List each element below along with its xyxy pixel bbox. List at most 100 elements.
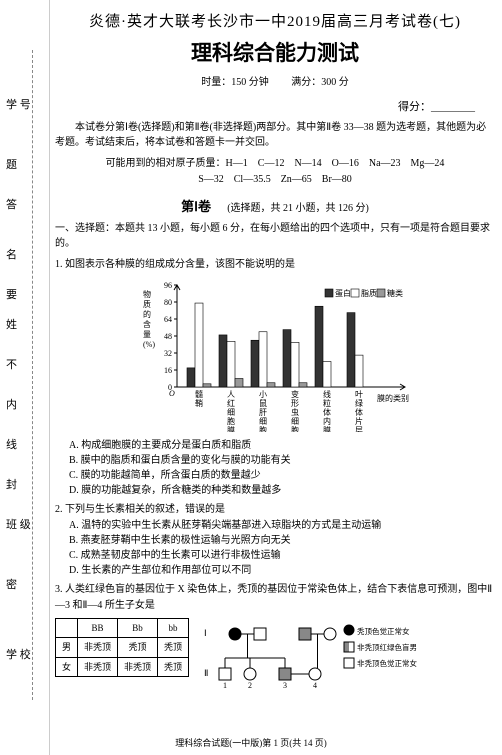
q1-option-d: D. 膜的功能越复杂，所含糖类的种类和数量越多	[55, 483, 495, 498]
svg-text:形: 形	[291, 399, 299, 408]
svg-text:(%): (%)	[143, 340, 155, 349]
instructions: 本试卷分第Ⅰ卷(选择题)和第Ⅱ卷(非选择题)两部分。其中第Ⅱ卷 33—38 题为…	[55, 120, 495, 150]
q3-text: 3. 人类红绿色盲的基因位于 X 染色体上，秃顶的基因位于常染色体上，结合下表信…	[55, 582, 495, 614]
margin-label: 封	[6, 480, 17, 491]
margin-label: 密	[6, 580, 17, 591]
svg-text:膜: 膜	[323, 425, 331, 432]
svg-text:膜的类别: 膜的类别	[377, 393, 409, 403]
q1-text: 1. 如图表示各种膜的组成成分含量，该图不能说明的是	[55, 257, 495, 273]
margin-label: 不	[6, 360, 17, 371]
margin-label: 答	[6, 200, 17, 211]
margin-label: 内	[6, 400, 17, 411]
q2-text: 2. 下列与生长素相关的叙述，错误的是	[55, 502, 495, 518]
margin-label: 姓	[6, 320, 17, 331]
svg-text:叶: 叶	[355, 390, 363, 399]
svg-text:肝: 肝	[259, 408, 267, 417]
svg-text:Ⅰ: Ⅰ	[204, 628, 207, 638]
left-margin: 学 号题答名要姓不内线封班 级密学 校	[0, 0, 50, 755]
atomic-prefix: 可能用到的相对原子质量：	[106, 158, 226, 169]
svg-text:髓: 髓	[195, 389, 203, 399]
question-3: 3. 人类红绿色盲的基因位于 X 染色体上，秃顶的基因位于常染色体上，结合下表信…	[55, 582, 495, 688]
time-label: 时量：150 分钟	[201, 77, 269, 88]
q1-option-a: A. 构成细胞膜的主要成分是蛋白质和脂质	[55, 438, 495, 453]
svg-text:粒: 粒	[323, 398, 331, 408]
atomic-masses: 可能用到的相对原子质量：H—1 C—12 N—14 O—16 Na—23 Mg—…	[55, 156, 495, 188]
svg-text:体: 体	[323, 407, 331, 417]
sealing-line	[32, 50, 33, 700]
margin-label: 题	[6, 160, 17, 171]
svg-text:非秃顶色觉正常女: 非秃顶色觉正常女	[357, 658, 417, 668]
q2-option-d: D. 生长素的产生部位和作用部位可以不同	[55, 563, 495, 578]
margin-label: 线	[6, 440, 17, 451]
svg-text:细: 细	[291, 416, 299, 426]
section-sub: (选择题，共 21 小题，共 126 分)	[227, 203, 369, 214]
svg-text:红: 红	[227, 398, 235, 408]
margin-label: 学 校	[6, 650, 31, 661]
svg-text:线: 线	[323, 389, 331, 399]
section-part: 第Ⅰ卷	[181, 199, 211, 214]
page-footer: 理科综合试题(一中版)第 1 页(共 14 页)	[0, 736, 502, 749]
atomic-line1: H—1 C—12 N—14 O—16 Na—23 Mg—24	[226, 158, 445, 169]
q2-option-c: C. 成熟茎韧皮部中的生长素可以进行非极性运输	[55, 548, 495, 563]
svg-text:虫: 虫	[291, 407, 299, 417]
q2-option-a: A. 温特的实验中生长素从胚芽鞘尖端基部进入琼脂块的方式是主动运输	[55, 518, 495, 533]
svg-text:胞: 胞	[227, 416, 235, 426]
question-group-header: 一、选择题：本题共 13 小题，每小题 6 分，在每小题给出的四个选项中，只有一…	[55, 221, 495, 251]
svg-text:物: 物	[143, 289, 151, 299]
svg-text:小: 小	[259, 390, 267, 399]
svg-text:48: 48	[164, 332, 172, 341]
svg-text:Ⅱ: Ⅱ	[204, 668, 208, 678]
question-1: 1. 如图表示各种膜的组成成分含量，该图不能说明的是 物质的含量(%)01632…	[55, 257, 495, 498]
page-content: 炎德·英才大联考长沙市一中2019届高三月考试卷(七) 理科综合能力测试 时量：…	[55, 10, 495, 692]
svg-text:鼠: 鼠	[259, 399, 267, 408]
q2-option-b: B. 燕麦胚芽鞘中生长素的极性运输与光照方向无关	[55, 533, 495, 548]
svg-text:膜: 膜	[227, 425, 235, 432]
svg-text:胞: 胞	[291, 425, 299, 432]
svg-text:胞: 胞	[259, 425, 267, 432]
svg-text:糖类: 糖类	[387, 288, 403, 298]
section-title: 第Ⅰ卷 (选择题，共 21 小题，共 126 分)	[55, 196, 495, 215]
svg-text:细: 细	[259, 416, 267, 426]
score-line: 得分：________	[55, 98, 495, 114]
svg-text:非秃顶红绿色盲男: 非秃顶红绿色盲男	[357, 642, 417, 652]
svg-text:O: O	[169, 389, 175, 398]
atomic-line2: S—32 Cl—35.5 Zn—65 Br—80	[198, 174, 352, 185]
q1-option-b: B. 膜中的脂质和蛋白质含量的变化与膜的功能有关	[55, 453, 495, 468]
fullscore-label: 满分：300 分	[291, 77, 349, 88]
svg-text:64: 64	[164, 315, 172, 324]
svg-text:4: 4	[313, 681, 317, 688]
margin-label: 班 级	[6, 520, 31, 531]
svg-text:秃顶色觉正常女: 秃顶色觉正常女	[357, 626, 410, 636]
svg-text:人: 人	[227, 390, 235, 399]
margin-label: 名	[6, 250, 17, 261]
svg-text:内: 内	[323, 416, 331, 426]
q3-pedigree: Ⅰ Ⅱ 1 2 3 4 秃顶色觉正常女非秃顶红绿色盲男非秃顶色觉正常女	[199, 618, 419, 688]
svg-text:80: 80	[164, 298, 172, 307]
svg-text:质: 质	[143, 299, 151, 309]
q1-option-c: C. 膜的功能越简单，所含蛋白质的数量越少	[55, 468, 495, 483]
svg-text:2: 2	[248, 681, 252, 688]
svg-text:量: 量	[143, 330, 151, 339]
header-title: 炎德·英才大联考长沙市一中2019届高三月考试卷(七)	[55, 10, 495, 31]
svg-text:变: 变	[291, 389, 299, 399]
main-title: 理科综合能力测试	[55, 37, 495, 67]
svg-text:含: 含	[143, 319, 151, 329]
q3-table: BBBbbb男非秃顶秃顶秃顶女非秃顶非秃顶秃顶	[55, 618, 189, 677]
svg-text:体: 体	[355, 407, 363, 417]
q1-chart: 物质的含量(%)0163248648096O髓鞘人红细胞膜小鼠肝细胞膜变形虫细胞…	[135, 277, 415, 432]
margin-label: 要	[6, 290, 17, 301]
svg-text:片: 片	[355, 416, 363, 426]
svg-text:16: 16	[164, 366, 172, 375]
q3-figure-row: BBBbbb男非秃顶秃顶秃顶女非秃顶非秃顶秃顶 Ⅰ Ⅱ 1 2 3 4 秃顶色觉正常女非秃顶…	[55, 618, 495, 688]
svg-text:层: 层	[355, 426, 363, 432]
svg-text:细: 细	[227, 407, 235, 417]
question-2: 2. 下列与生长素相关的叙述，错误的是 A. 温特的实验中生长素从胚芽鞘尖端基部…	[55, 502, 495, 578]
margin-label: 学 号	[6, 100, 31, 111]
svg-text:绿: 绿	[355, 399, 363, 408]
svg-text:96: 96	[164, 281, 172, 290]
svg-text:1: 1	[223, 681, 227, 688]
svg-text:鞘: 鞘	[195, 398, 203, 408]
svg-text:的: 的	[143, 309, 151, 319]
svg-text:3: 3	[283, 681, 287, 688]
time-score: 时量：150 分钟 满分：300 分	[55, 73, 495, 88]
